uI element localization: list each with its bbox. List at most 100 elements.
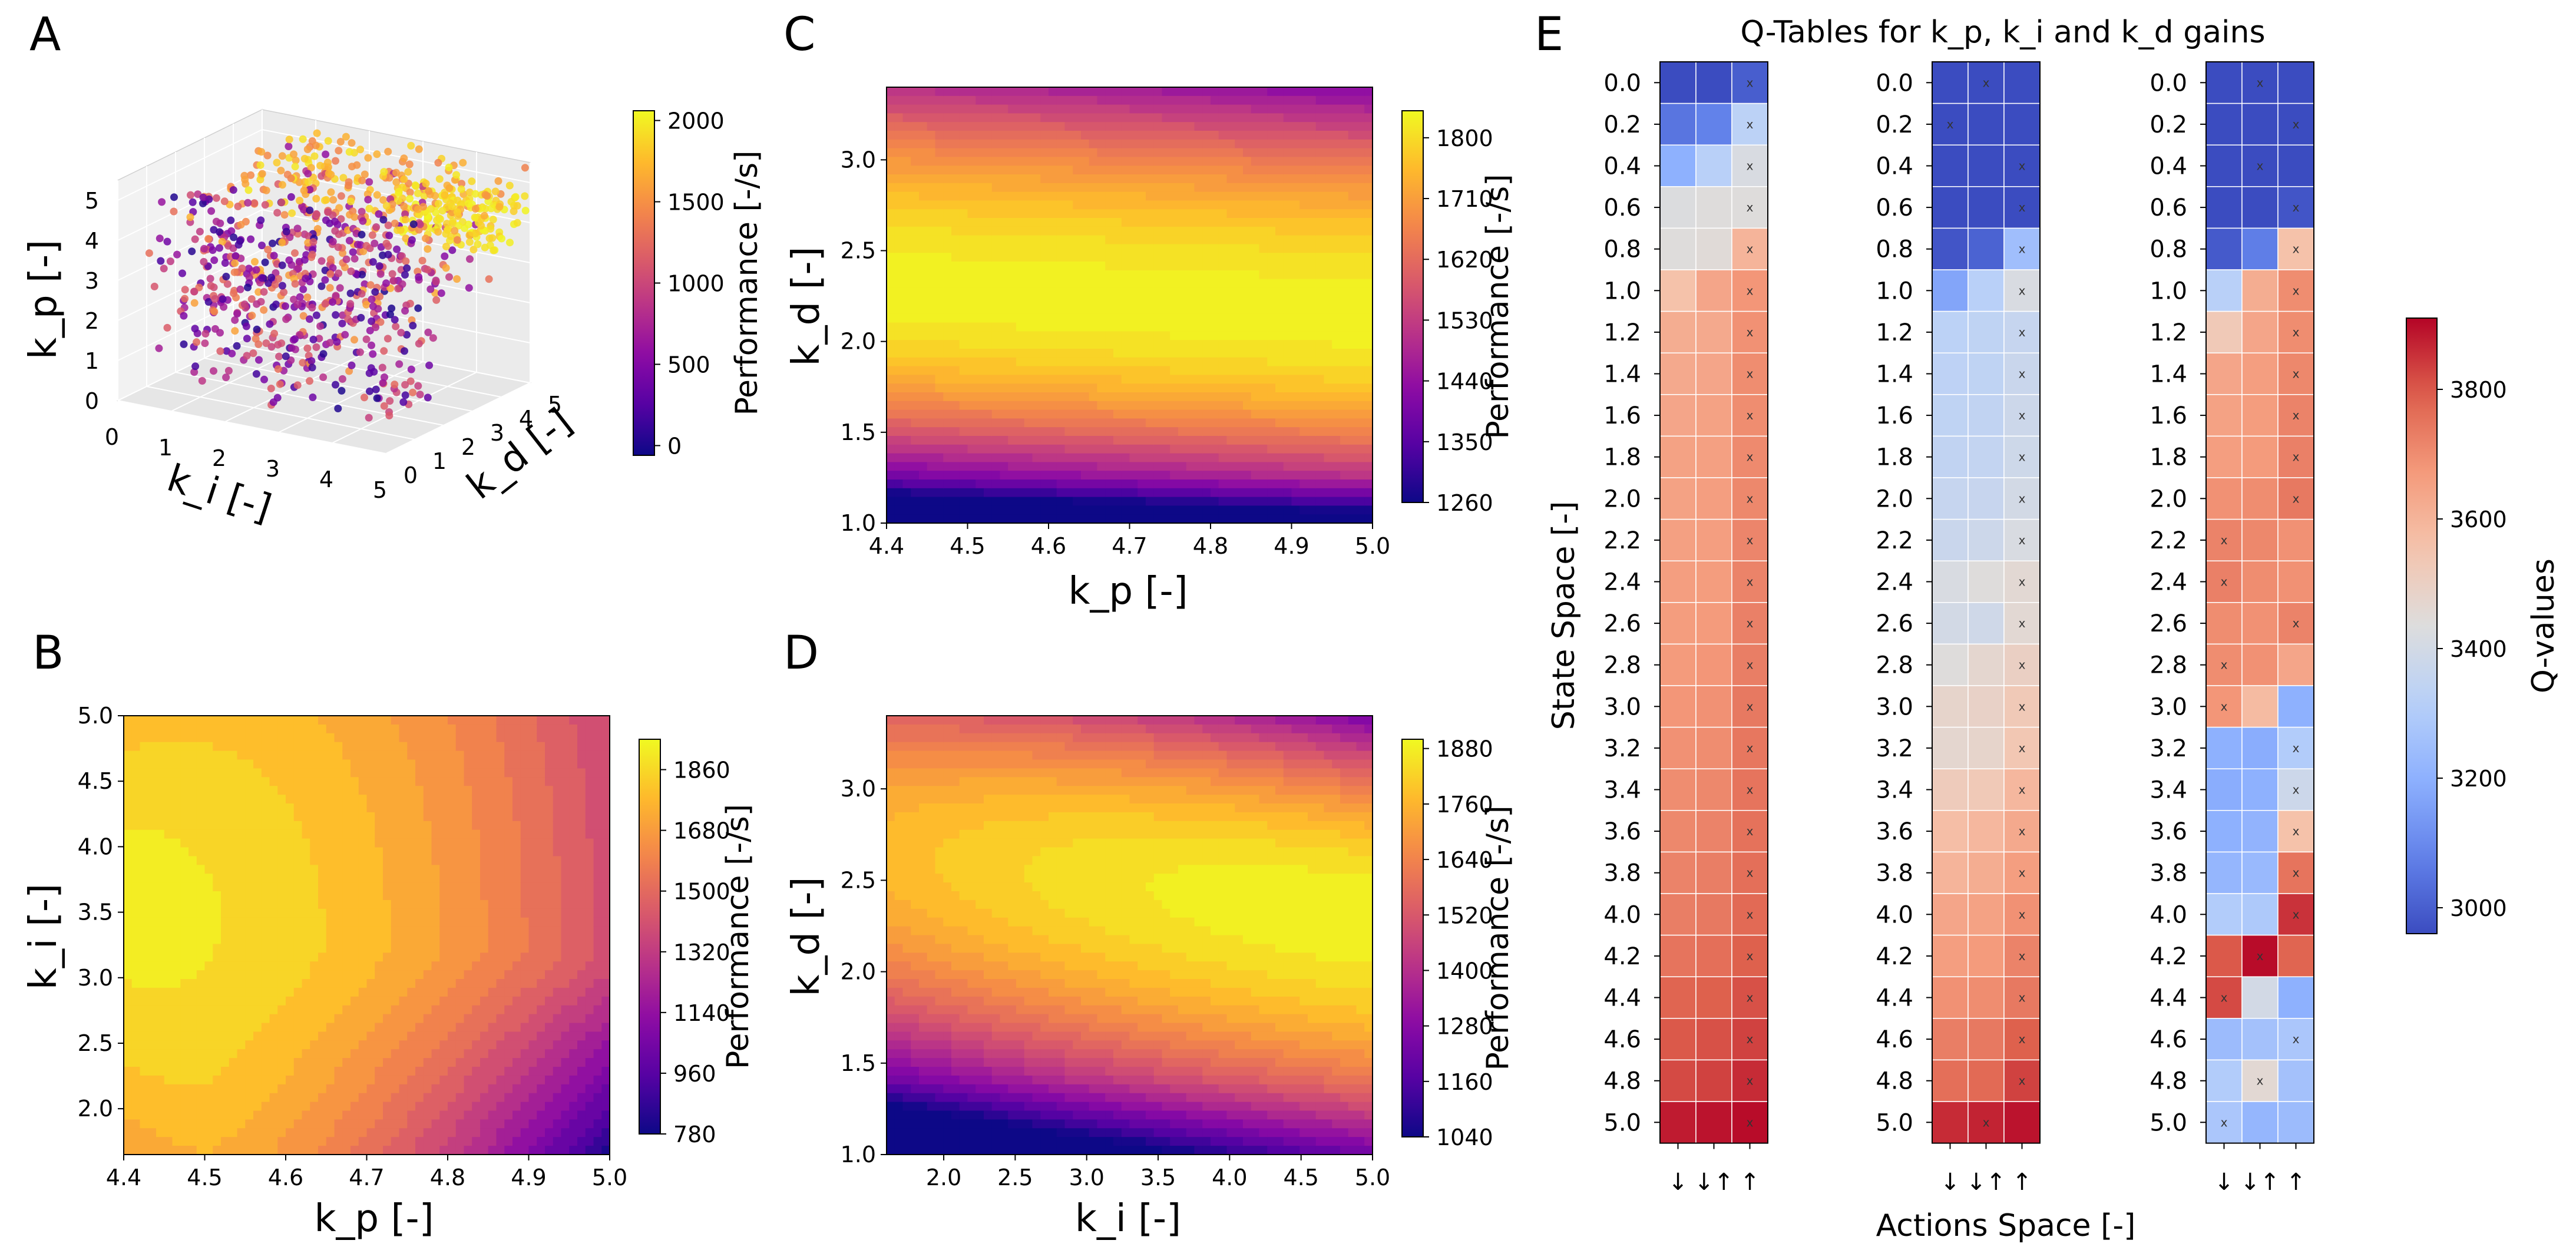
c-contour-cell xyxy=(919,131,928,140)
b-contour-cell xyxy=(342,777,351,786)
b-contour-cell xyxy=(537,1075,545,1085)
c-contour-cell xyxy=(887,479,895,489)
c-contour-cell xyxy=(1024,174,1033,184)
b-contour-cell xyxy=(423,1084,432,1094)
b-contour-cell xyxy=(140,742,149,752)
c-contour-cell xyxy=(1008,209,1017,219)
panel-a-point xyxy=(309,173,318,181)
b-contour-cell xyxy=(464,829,473,839)
b-contour-cell xyxy=(407,838,416,848)
b-contour-cell xyxy=(553,777,562,786)
b-contour-cell xyxy=(585,786,594,795)
b-contour-cell xyxy=(172,1049,181,1059)
c-contour-cell xyxy=(959,122,968,131)
b-contour-cell xyxy=(472,970,481,980)
c-contour-cell xyxy=(887,174,895,184)
b-contour-cell xyxy=(366,742,376,752)
b-contour-cell xyxy=(196,847,206,857)
c-contour-cell xyxy=(975,357,984,367)
b-contour-cell xyxy=(293,944,303,954)
b-contour-cell xyxy=(124,874,133,883)
c-contour-cell xyxy=(935,166,944,175)
b-contour-cell xyxy=(553,1137,562,1146)
c-contour-cell xyxy=(1016,200,1025,210)
b-contour-cell xyxy=(366,961,376,971)
b-contour-cell xyxy=(423,882,432,892)
panel-a-point xyxy=(345,148,353,156)
c-contour-cell xyxy=(984,453,993,463)
c-contour-cell xyxy=(902,287,912,297)
b-contour-cell xyxy=(601,1146,610,1155)
c-contour-cell xyxy=(927,418,936,428)
b-contour-cell xyxy=(545,917,554,927)
b-contour-cell xyxy=(504,935,513,945)
b-ytick-label: 2.0 xyxy=(78,1096,113,1122)
b-contour-cell xyxy=(180,856,189,866)
c-contour-cell xyxy=(919,401,928,411)
panel-a-point xyxy=(505,181,514,190)
c-contour-cell xyxy=(1008,122,1017,131)
b-contour-cell xyxy=(196,1075,206,1085)
b-contour-cell xyxy=(148,1040,157,1050)
c-contour-cell xyxy=(1016,453,1025,463)
b-contour-cell xyxy=(318,1146,327,1155)
b-contour-cell xyxy=(415,1128,424,1137)
b-contour-cell xyxy=(520,1014,530,1024)
b-xtick-label: 5.0 xyxy=(592,1165,627,1190)
b-contour-cell xyxy=(253,750,262,760)
b-contour-cell xyxy=(585,1119,594,1129)
b-contour-cell xyxy=(237,979,246,988)
panel-a-point xyxy=(312,141,320,150)
c-contour-cell xyxy=(951,462,960,471)
b-contour-cell xyxy=(520,917,530,927)
b-contour-cell xyxy=(455,1023,465,1033)
c-contour-cell xyxy=(975,270,984,280)
b-contour-cell xyxy=(391,874,400,883)
b-contour-cell xyxy=(334,926,343,936)
c-contour-cell xyxy=(894,183,904,193)
b-contour-cell xyxy=(124,759,133,769)
b-contour-cell xyxy=(245,1110,254,1120)
panel-a-point xyxy=(348,139,356,147)
b-contour-cell xyxy=(245,979,254,988)
b-contour-cell xyxy=(569,899,578,910)
b-contour-cell xyxy=(561,777,570,786)
b-contour-cell xyxy=(520,847,530,857)
b-contour-cell xyxy=(204,724,214,734)
b-contour-cell xyxy=(561,1014,570,1024)
b-contour-cell xyxy=(399,1014,408,1024)
c-contour-cell xyxy=(894,436,904,445)
c-contour-cell xyxy=(991,174,1001,184)
b-contour-cell xyxy=(545,733,554,743)
b-contour-cell xyxy=(512,1093,521,1103)
b-contour-cell xyxy=(423,1119,432,1129)
b-contour-cell xyxy=(310,979,319,988)
b-contour-cell xyxy=(383,961,392,971)
b-contour-cell xyxy=(439,803,448,813)
b-contour-cell xyxy=(180,874,189,883)
b-contour-cell xyxy=(237,1093,246,1103)
b-contour-cell xyxy=(350,970,359,980)
c-contour-cell xyxy=(1024,183,1033,193)
b-contour-cell xyxy=(448,847,457,857)
b-contour-cell xyxy=(375,917,383,927)
b-contour-cell xyxy=(464,724,473,734)
b-contour-cell xyxy=(528,970,538,980)
b-contour-cell xyxy=(326,768,335,778)
b-contour-cell xyxy=(455,917,465,927)
c-contour-cell xyxy=(935,174,944,184)
b-contour-cell xyxy=(140,979,149,988)
panel-a-point xyxy=(221,259,229,267)
b-contour-cell xyxy=(431,865,441,874)
b-contour-cell xyxy=(148,724,157,734)
panel-a-point xyxy=(406,194,414,203)
panel-a-point xyxy=(191,235,199,243)
b-contour-cell xyxy=(448,987,457,997)
c-contour-cell xyxy=(967,262,977,271)
b-contour-cell xyxy=(553,874,562,883)
b-contour-cell xyxy=(399,953,408,962)
b-contour-cell xyxy=(569,979,578,988)
b-contour-cell xyxy=(472,768,481,778)
panel-a-point xyxy=(261,258,269,266)
b-contour-cell xyxy=(245,1084,254,1094)
